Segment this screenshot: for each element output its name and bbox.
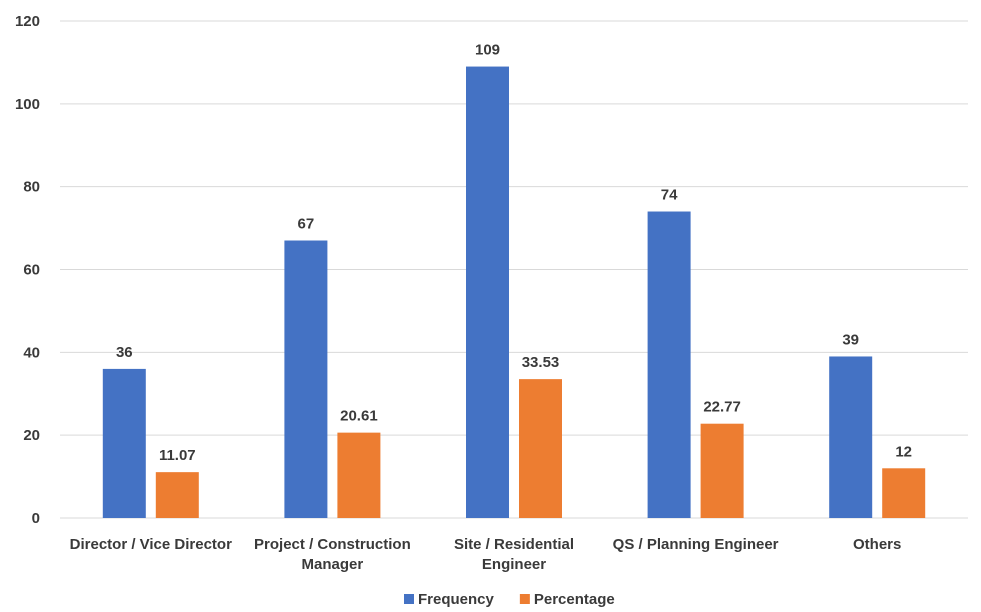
y-tick-label: 60 bbox=[23, 262, 40, 279]
bar-percentage bbox=[155, 472, 199, 518]
bar-frequency bbox=[466, 66, 509, 518]
y-tick-label: 40 bbox=[23, 344, 40, 361]
bar-frequency bbox=[102, 368, 146, 518]
data-label: 11.07 bbox=[159, 447, 196, 464]
data-label: 22.77 bbox=[703, 399, 741, 416]
data-labels: 36 11.07 67 20.61 109 33.53 74 22.77 39 12 bbox=[116, 42, 912, 465]
data-label: 36 bbox=[116, 344, 133, 361]
data-label: 74 bbox=[661, 187, 678, 204]
bar-frequency bbox=[647, 211, 691, 518]
bar-percentage bbox=[337, 432, 381, 518]
y-tick-label: 100 bbox=[15, 96, 40, 113]
y-tick-label: 120 bbox=[15, 13, 40, 30]
legend-label: Frequency bbox=[418, 591, 495, 608]
bar-percentage bbox=[519, 379, 562, 518]
bar-frequency bbox=[829, 356, 873, 518]
y-tick-label: 0 bbox=[32, 510, 40, 527]
y-tick-label: 20 bbox=[23, 427, 40, 444]
x-axis-categories: Director / Vice Director Project / Constr… bbox=[70, 536, 902, 573]
legend-swatch bbox=[404, 594, 414, 604]
bar-percentage bbox=[882, 468, 926, 518]
bar-percentage bbox=[700, 423, 744, 518]
data-label: 39 bbox=[842, 331, 859, 348]
y-axis-ticks: 0 20 40 60 80 100 120 bbox=[15, 13, 40, 527]
data-label: 67 bbox=[298, 216, 315, 233]
bar-frequency bbox=[284, 240, 328, 518]
legend: Frequency Percentage bbox=[404, 591, 615, 608]
bars bbox=[102, 66, 926, 518]
legend-label: Percentage bbox=[534, 591, 615, 608]
x-category-label: QS / Planning Engineer bbox=[613, 536, 779, 553]
y-tick-label: 80 bbox=[23, 179, 40, 196]
data-label: 33.53 bbox=[522, 354, 560, 371]
x-category-label: Director / Vice Director bbox=[70, 536, 232, 553]
x-category-label: Site / Residential Engineer bbox=[454, 536, 574, 573]
data-label: 109 bbox=[475, 42, 500, 59]
gridlines bbox=[60, 20, 968, 519]
legend-swatch bbox=[519, 594, 530, 604]
x-category-label: Others bbox=[853, 536, 901, 553]
data-label: 12 bbox=[895, 443, 912, 460]
data-label: 20.61 bbox=[340, 408, 378, 425]
x-category-label: Project / Construction Manager bbox=[254, 536, 411, 573]
